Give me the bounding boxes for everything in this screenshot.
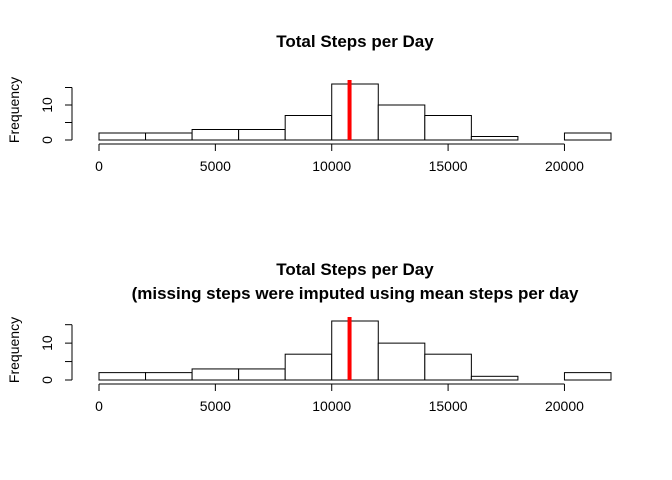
y-axis: 0 10 (39, 87, 73, 144)
histogram-bar (284, 115, 333, 141)
histogram-panel-top: Total Steps per Day Frequency 0 5000 10000… (6, 32, 612, 174)
bars-group (98, 320, 612, 381)
histogram-bar (424, 115, 472, 141)
histogram-bar (331, 83, 379, 141)
histogram-bar (191, 129, 240, 141)
x-tick-label: 10000 (312, 158, 351, 174)
histogram-bar (238, 368, 286, 381)
histogram-bar (145, 372, 193, 381)
x-tick-label: 5000 (200, 158, 231, 174)
x-tick-label: 20000 (545, 398, 584, 414)
histogram-bar (331, 320, 379, 381)
y-tick-label: 0 (39, 136, 55, 144)
histogram-bar (424, 353, 472, 381)
x-tick-label: 0 (95, 158, 103, 174)
chart-title: Total Steps per Day (276, 260, 434, 279)
histogram-bar (377, 104, 426, 141)
histogram-bar (563, 372, 612, 381)
histogram-bar (377, 342, 426, 381)
histogram-bar (145, 132, 193, 141)
x-tick-label: 20000 (545, 158, 584, 174)
x-tick-label: 10000 (312, 398, 351, 414)
x-tick-label: 15000 (429, 158, 468, 174)
histogram-bar (98, 372, 147, 381)
x-tick-label: 15000 (429, 398, 468, 414)
bars-group (98, 83, 612, 141)
histogram-bar (284, 353, 333, 381)
histogram-bar (563, 132, 612, 141)
histogram-bar (98, 132, 147, 141)
chart-subtitle: (missing steps were imputed using mean s… (132, 284, 579, 303)
y-axis: 0 10 (39, 324, 73, 384)
y-axis-label: Frequency (6, 317, 22, 383)
y-axis-label: Frequency (6, 77, 22, 143)
chart-title: Total Steps per Day (276, 32, 434, 51)
histogram-bar (191, 368, 240, 381)
histogram-bar (470, 136, 519, 141)
y-tick-label: 0 (39, 376, 55, 384)
x-axis: 0 5000 10000 15000 20000 (95, 383, 584, 414)
y-tick-label: 10 (39, 335, 55, 351)
x-axis: 0 5000 10000 15000 20000 (95, 143, 584, 174)
histogram-panel-bottom: Total Steps per Day (missing steps were … (6, 260, 612, 414)
histogram-bar (470, 375, 519, 381)
x-tick-label: 0 (95, 398, 103, 414)
y-tick-label: 10 (39, 97, 55, 113)
histogram-bar (238, 129, 286, 141)
x-tick-label: 5000 (200, 398, 231, 414)
